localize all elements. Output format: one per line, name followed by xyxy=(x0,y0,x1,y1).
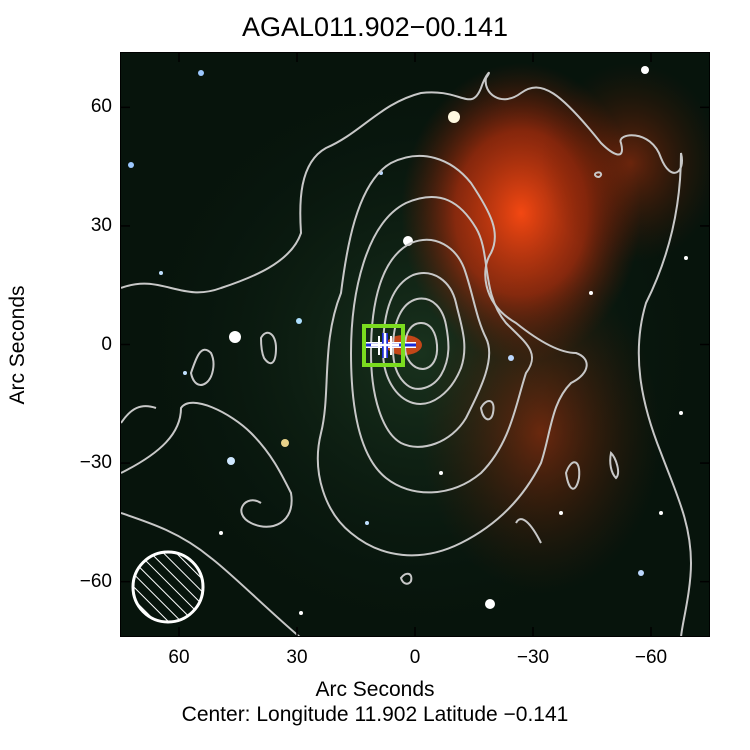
red-emission-nebula-outer xyxy=(541,63,709,263)
x-tick-label: −30 xyxy=(516,647,550,668)
center-coordinates: Center: Longitude 11.902 Latitude −0.141 xyxy=(181,703,569,726)
x-tick-label: 0 xyxy=(409,647,421,668)
x-axis-label: Arc Seconds xyxy=(315,678,435,701)
y-tick-label: 0 xyxy=(101,333,112,355)
contour-lines xyxy=(121,71,693,636)
stars xyxy=(128,66,688,615)
red-emission-nebula-lower xyxy=(421,273,661,593)
x-tick-label: 30 xyxy=(286,647,308,668)
sky-image xyxy=(121,53,709,636)
y-tick-label: 30 xyxy=(90,214,112,236)
y-tick-label: 60 xyxy=(90,96,112,118)
y-axis-label: Arc Seconds xyxy=(6,285,29,405)
x-tick-label: 60 xyxy=(168,647,190,668)
y-tick-label: −30 xyxy=(79,452,112,474)
x-tick-label: −60 xyxy=(634,647,668,668)
marker-box xyxy=(362,324,405,367)
y-tick-label: −60 xyxy=(79,570,112,592)
hatched-beam-circle-icon xyxy=(131,550,205,624)
image-title: AGAL011.902−00.141 xyxy=(242,12,508,42)
source-marker xyxy=(362,324,416,367)
sky-image-panel xyxy=(120,52,710,637)
